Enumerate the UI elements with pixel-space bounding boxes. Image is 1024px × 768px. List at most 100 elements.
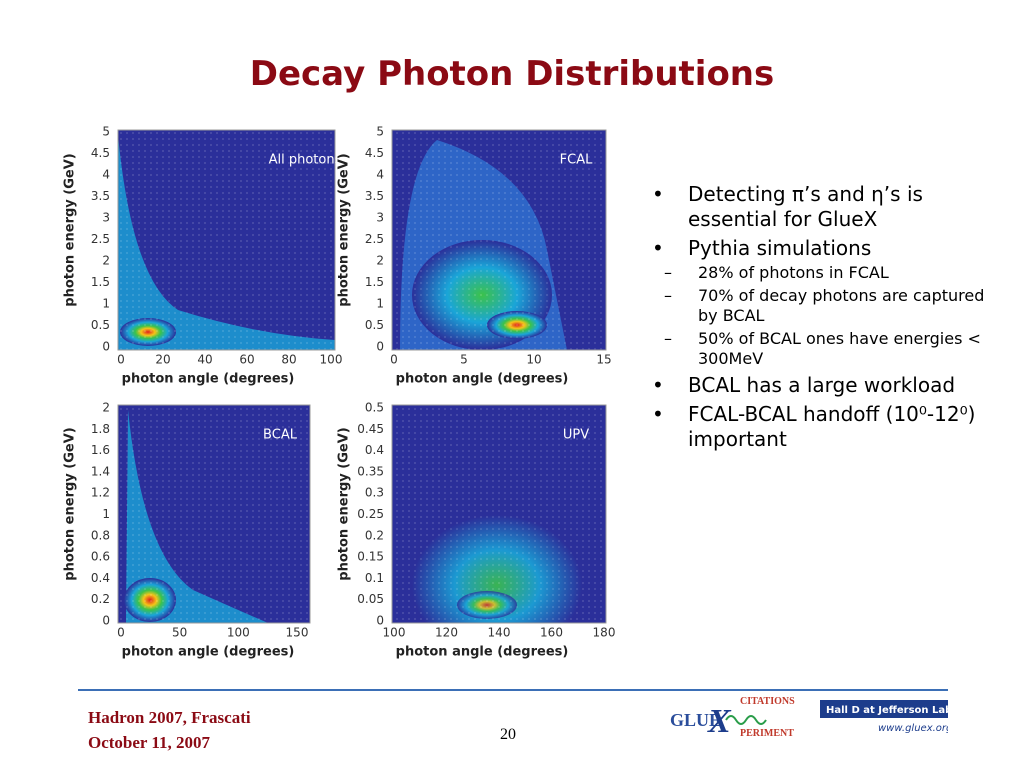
- x-tick-label: 20: [155, 353, 170, 367]
- x-axis-title: photon angle (degrees): [122, 372, 295, 387]
- y-tick-label: 0: [102, 340, 110, 354]
- bullet-text: Pythia simulations: [688, 236, 872, 260]
- y-tick-label: 2.5: [365, 232, 384, 246]
- panel-label: BCAL: [263, 428, 298, 443]
- y-tick-label: 1.5: [91, 275, 110, 289]
- panel-label: All photons: [269, 153, 342, 168]
- x-tick-label: 10: [526, 353, 541, 367]
- x-tick-label: 0: [117, 626, 125, 640]
- bullet: FCAL-BCAL handoff (10⁰-12⁰) important: [652, 402, 992, 452]
- y-tick-label: 0.6: [91, 550, 110, 564]
- y-tick-label: 2: [376, 254, 384, 268]
- bullet-text: FCAL-BCAL handoff (10⁰-12⁰) important: [688, 402, 976, 451]
- sub-bullet: 70% of decay photons are captured by BCA…: [652, 286, 992, 326]
- y-tick-label: 1: [376, 297, 384, 311]
- y-tick-label: 0: [376, 340, 384, 354]
- x-tick-label: 0: [117, 353, 125, 367]
- y-tick-label: 2: [102, 254, 110, 268]
- x-axis-title: photon angle (degrees): [396, 372, 569, 387]
- y-tick-label: 0.3: [365, 486, 384, 500]
- x-tick-label: 100: [227, 626, 250, 640]
- heatmap: [118, 405, 310, 623]
- y-tick-label: 1.4: [91, 464, 110, 478]
- sub-bullet-text: 50% of BCAL ones have energies < 300MeV: [698, 329, 981, 368]
- heatmap-texture: [392, 130, 606, 350]
- sub-bullet: 28% of photons in FCAL: [652, 263, 992, 283]
- heatmap: [392, 130, 606, 350]
- x-tick-label: 15: [596, 353, 611, 367]
- jlab-logo: Hall D at Jefferson Lab www.gluex.org: [820, 700, 948, 734]
- x-tick-label: 60: [239, 353, 254, 367]
- y-tick-label: 0.2: [365, 528, 384, 542]
- sub-list: 28% of photons in FCAL 70% of decay photo…: [664, 263, 992, 369]
- y-tick-label: 0.25: [357, 507, 384, 521]
- y-tick-label: 0.1: [365, 571, 384, 585]
- x-axis-title: photon angle (degrees): [122, 645, 295, 660]
- x-tick-label: 50: [172, 626, 187, 640]
- y-tick-label: 0: [102, 614, 110, 628]
- heatmap-texture: [118, 130, 335, 350]
- logo-url: www.gluex.org: [878, 723, 948, 734]
- x-tick-label: 0: [390, 353, 398, 367]
- y-tick-label: 1: [102, 507, 110, 521]
- y-axis-title: photon energy (GeV): [63, 427, 78, 580]
- y-tick-label: 0.5: [365, 401, 384, 415]
- logo-wave: [725, 715, 767, 725]
- panel-label: UPV: [563, 428, 589, 443]
- y-tick-label: 0.4: [91, 571, 110, 585]
- y-tick-label: 5: [376, 125, 384, 139]
- bullet-text: Detecting π’s and η’s is essential for G…: [688, 182, 923, 231]
- x-tick-label: 80: [281, 353, 296, 367]
- x-tick-label: 120: [435, 626, 458, 640]
- logo-periment: PERIMENT: [740, 728, 794, 739]
- plot-frame: [391, 404, 607, 624]
- bullet: BCAL has a large workload: [652, 373, 992, 398]
- x-tick-label: 150: [286, 626, 309, 640]
- plot-frame: [117, 404, 311, 624]
- plot-frame: [117, 129, 336, 351]
- y-tick-label: 0.8: [91, 528, 110, 542]
- y-tick-label: 0.15: [357, 550, 384, 564]
- y-tick-label: 1.2: [91, 486, 110, 500]
- y-tick-label: 0.05: [357, 592, 384, 606]
- y-tick-label: 3.5: [365, 189, 384, 203]
- sub-bullet-text: 70% of decay photons are captured by BCA…: [698, 286, 985, 325]
- x-tick-label: 100: [320, 353, 343, 367]
- plot-frame: [391, 129, 607, 351]
- y-tick-label: 0.5: [365, 318, 384, 332]
- footer-event: Hadron 2007, Frascati: [88, 708, 251, 727]
- logo-citations: CITATIONS: [740, 696, 795, 707]
- y-tick-label: 3: [102, 211, 110, 225]
- y-tick-label: 4.5: [91, 146, 110, 160]
- y-tick-label: 0.35: [357, 464, 384, 478]
- x-tick-label: 100: [383, 626, 406, 640]
- y-tick-label: 2: [102, 401, 110, 415]
- y-tick-label: 4: [102, 168, 110, 182]
- y-tick-label: 3.5: [91, 189, 110, 203]
- bullet-list: Detecting π’s and η’s is essential for G…: [652, 182, 992, 456]
- y-tick-label: 2.5: [91, 232, 110, 246]
- y-tick-label: 4: [376, 168, 384, 182]
- x-tick-label: 160: [540, 626, 563, 640]
- sub-bullet: 50% of BCAL ones have energies < 300MeV: [652, 329, 992, 369]
- page-number: 20: [500, 726, 516, 743]
- heatmap-texture: [392, 405, 606, 623]
- logo-x: X: [707, 703, 732, 740]
- x-tick-label: 5: [460, 353, 468, 367]
- y-axis-title: photon energy (GeV): [63, 153, 78, 306]
- heatmap: [118, 130, 335, 350]
- bullet: Detecting π’s and η’s is essential for G…: [652, 182, 992, 232]
- y-tick-label: 3: [376, 211, 384, 225]
- x-axis-title: photon angle (degrees): [396, 645, 569, 660]
- x-tick-label: 180: [593, 626, 616, 640]
- y-tick-label: 0.4: [365, 443, 384, 457]
- y-tick-label: 0.5: [91, 318, 110, 332]
- heatmap-texture: [118, 405, 310, 623]
- y-axis-title: photon energy (GeV): [337, 153, 352, 306]
- heatmap: [392, 405, 606, 623]
- y-tick-label: 0.45: [357, 422, 384, 436]
- footer-date: October 11, 2007: [88, 733, 210, 752]
- footer-rule: [78, 689, 948, 691]
